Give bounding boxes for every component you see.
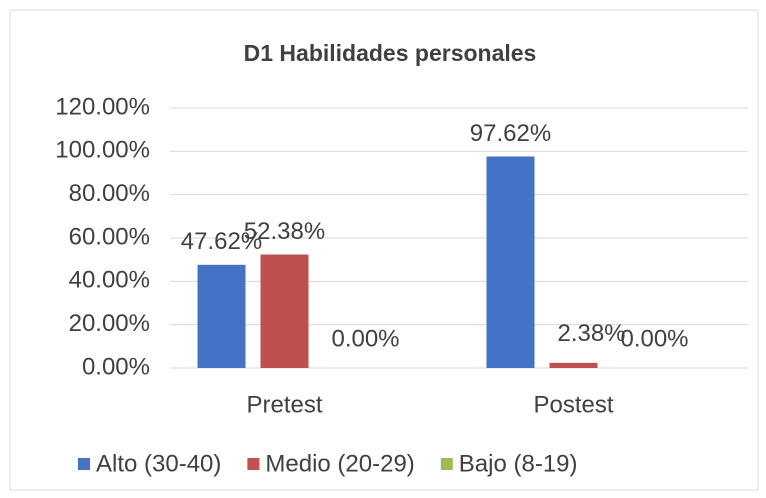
y-tick-label: 40.00% — [69, 267, 150, 294]
legend-swatch — [78, 458, 90, 470]
y-tick-label: 100.00% — [55, 137, 150, 164]
chart-title: D1 Habilidades personales — [244, 40, 537, 66]
data-label: 47.62% — [181, 228, 262, 255]
data-label: 0.00% — [331, 325, 399, 352]
y-tick-label: 0.00% — [82, 353, 150, 380]
legend-label: Alto (30-40) — [96, 450, 221, 477]
y-tick-label: 60.00% — [69, 223, 150, 250]
legend-swatch — [440, 458, 453, 470]
y-tick-label: 80.00% — [69, 180, 150, 207]
bar — [486, 156, 535, 368]
y-tick-label: 120.00% — [55, 93, 150, 120]
data-label: 52.38% — [244, 218, 325, 245]
data-label: 2.38% — [557, 320, 625, 347]
x-tick-label: Postest — [533, 391, 613, 418]
data-label: 97.62% — [470, 120, 551, 147]
x-tick-label: Pretest — [246, 391, 322, 418]
chart-border — [9, 9, 759, 491]
y-tick-label: 20.00% — [69, 310, 150, 337]
legend-label: Bajo (8-19) — [459, 450, 578, 477]
legend-label: Medio (20-29) — [265, 450, 414, 477]
bar — [260, 254, 309, 368]
bar — [197, 264, 246, 368]
data-label: 0.00% — [620, 325, 688, 352]
bar — [549, 362, 598, 368]
legend-swatch — [247, 458, 260, 470]
